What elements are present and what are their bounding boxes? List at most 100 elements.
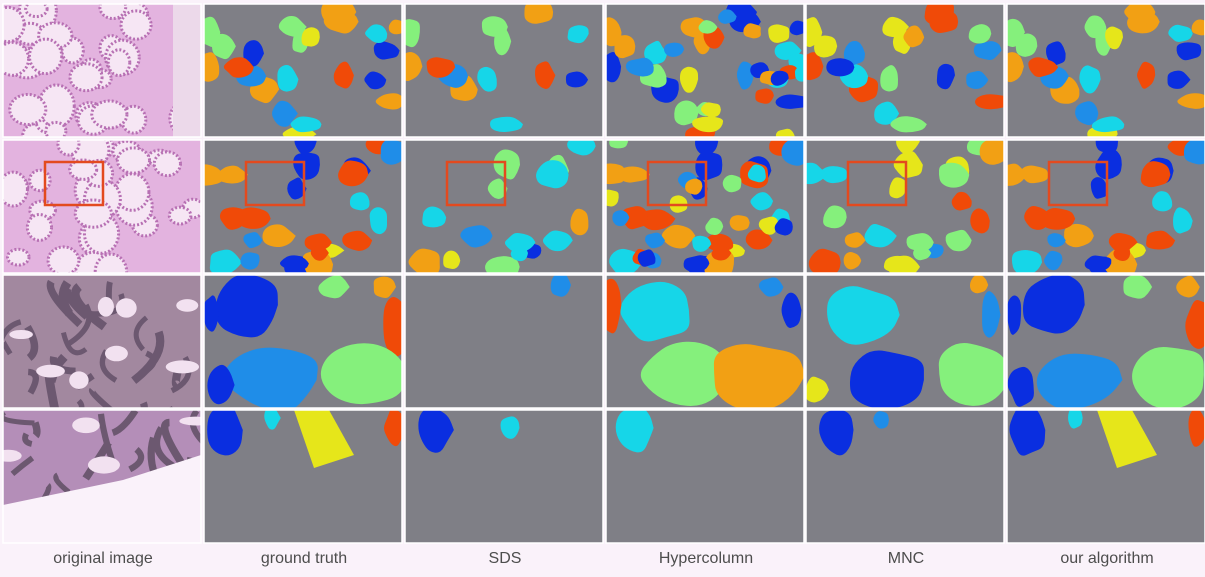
gland-instance [536,160,569,189]
gland-instance [1079,65,1101,94]
panel-hyper-row-3 [606,275,804,408]
gland-instance [644,40,668,65]
gland-instance [645,232,665,249]
panel-mnc-row-3 [806,275,1004,408]
panel-sds-row-2 [405,140,603,273]
panel-border [605,139,805,274]
gland-instance [823,205,847,229]
nucleus-instance [982,291,1001,338]
gland [119,9,153,41]
gland-instance [1024,206,1051,230]
gland-instance [951,191,972,211]
gland-instance [272,100,298,127]
gland-instance [924,4,955,26]
panel-border [1006,274,1205,409]
gland-instance [736,61,754,90]
gland-instance [219,207,245,230]
tissue-fiber [88,387,114,408]
gland-instance [301,27,320,47]
panel-gt-row-1 [204,4,402,137]
tissue-fiber [22,432,33,447]
nucleus-instance [819,410,854,456]
gland-instance [843,40,865,66]
panel-border [1006,139,1205,274]
gland-instance [789,20,804,36]
tissue-fiber [24,325,39,361]
panel-gt-row-2 [204,140,402,273]
gland-instance [637,249,656,267]
gland-instance [1007,163,1027,186]
gland [115,146,152,175]
tissue-fiber [31,421,41,439]
panel-sds-row-4 [405,410,603,543]
gland-instance [806,17,823,47]
panel-background [405,275,603,408]
gland [3,40,31,77]
gland [98,4,128,21]
gland-instance [262,224,296,248]
gland [152,150,182,178]
panel-border [203,274,403,409]
gland-instance [405,52,423,82]
gland-instance [349,192,370,211]
tissue-fiber [133,315,149,352]
gland-instance [692,235,712,252]
gland-instance [874,101,900,125]
panel-border [605,274,805,409]
nucleus-instance [1123,275,1153,299]
tissue-fiber [61,331,88,356]
nucleus-instance [1007,295,1022,335]
lumen [97,296,114,317]
nucleus-instance [318,275,350,299]
panel-ours-row-3 [1007,275,1205,408]
gland-instance [1168,24,1193,42]
gland-instance [722,174,742,193]
slide-background [3,455,201,543]
gland-instance [664,42,685,57]
gland-instance [565,71,589,88]
panel-border [605,409,805,544]
highlight-box [1047,160,1109,207]
gland-instance [1137,61,1156,89]
gland-instance [692,116,724,133]
gland-instance [487,178,508,199]
nucleus-instance [827,286,900,345]
gland-instance [774,218,793,236]
panel-border [404,409,604,544]
gland-instance [333,61,354,89]
gland-instance [493,149,520,180]
tissue-fiber [66,303,92,347]
gland-instance [808,248,841,273]
gland-instance [1152,191,1173,212]
panel-border [2,409,202,544]
nucleus-instance [418,410,454,453]
gland-instance [373,41,400,60]
panel-border [203,139,403,274]
nucleus-instance [873,411,889,429]
gland-instance [443,250,461,269]
panel-original-row-2 [3,140,201,273]
gland-instance [788,53,804,69]
nucleus-instance [223,347,318,408]
gland-instance [718,9,737,24]
nucleus-instance [207,364,235,405]
panel-border [805,139,1005,274]
panel-ours-row-4 [1007,410,1205,543]
panel-gt-row-4 [204,410,402,543]
gland-instance [504,232,536,253]
gland-instance [1113,245,1131,262]
panel-border [404,3,604,138]
panel-border [805,274,1005,409]
tissue-fiber [27,368,39,395]
nucleus-instance [264,410,281,430]
gland-instance [818,166,848,184]
gland [73,198,113,229]
nucleus-instance [713,344,804,408]
gland-instance [338,160,369,187]
gland-instance [606,163,625,185]
gland-instance [1183,140,1205,165]
nucleus-instance [781,292,802,328]
gland-instance [1047,233,1066,248]
nucleus-instance [969,275,989,294]
